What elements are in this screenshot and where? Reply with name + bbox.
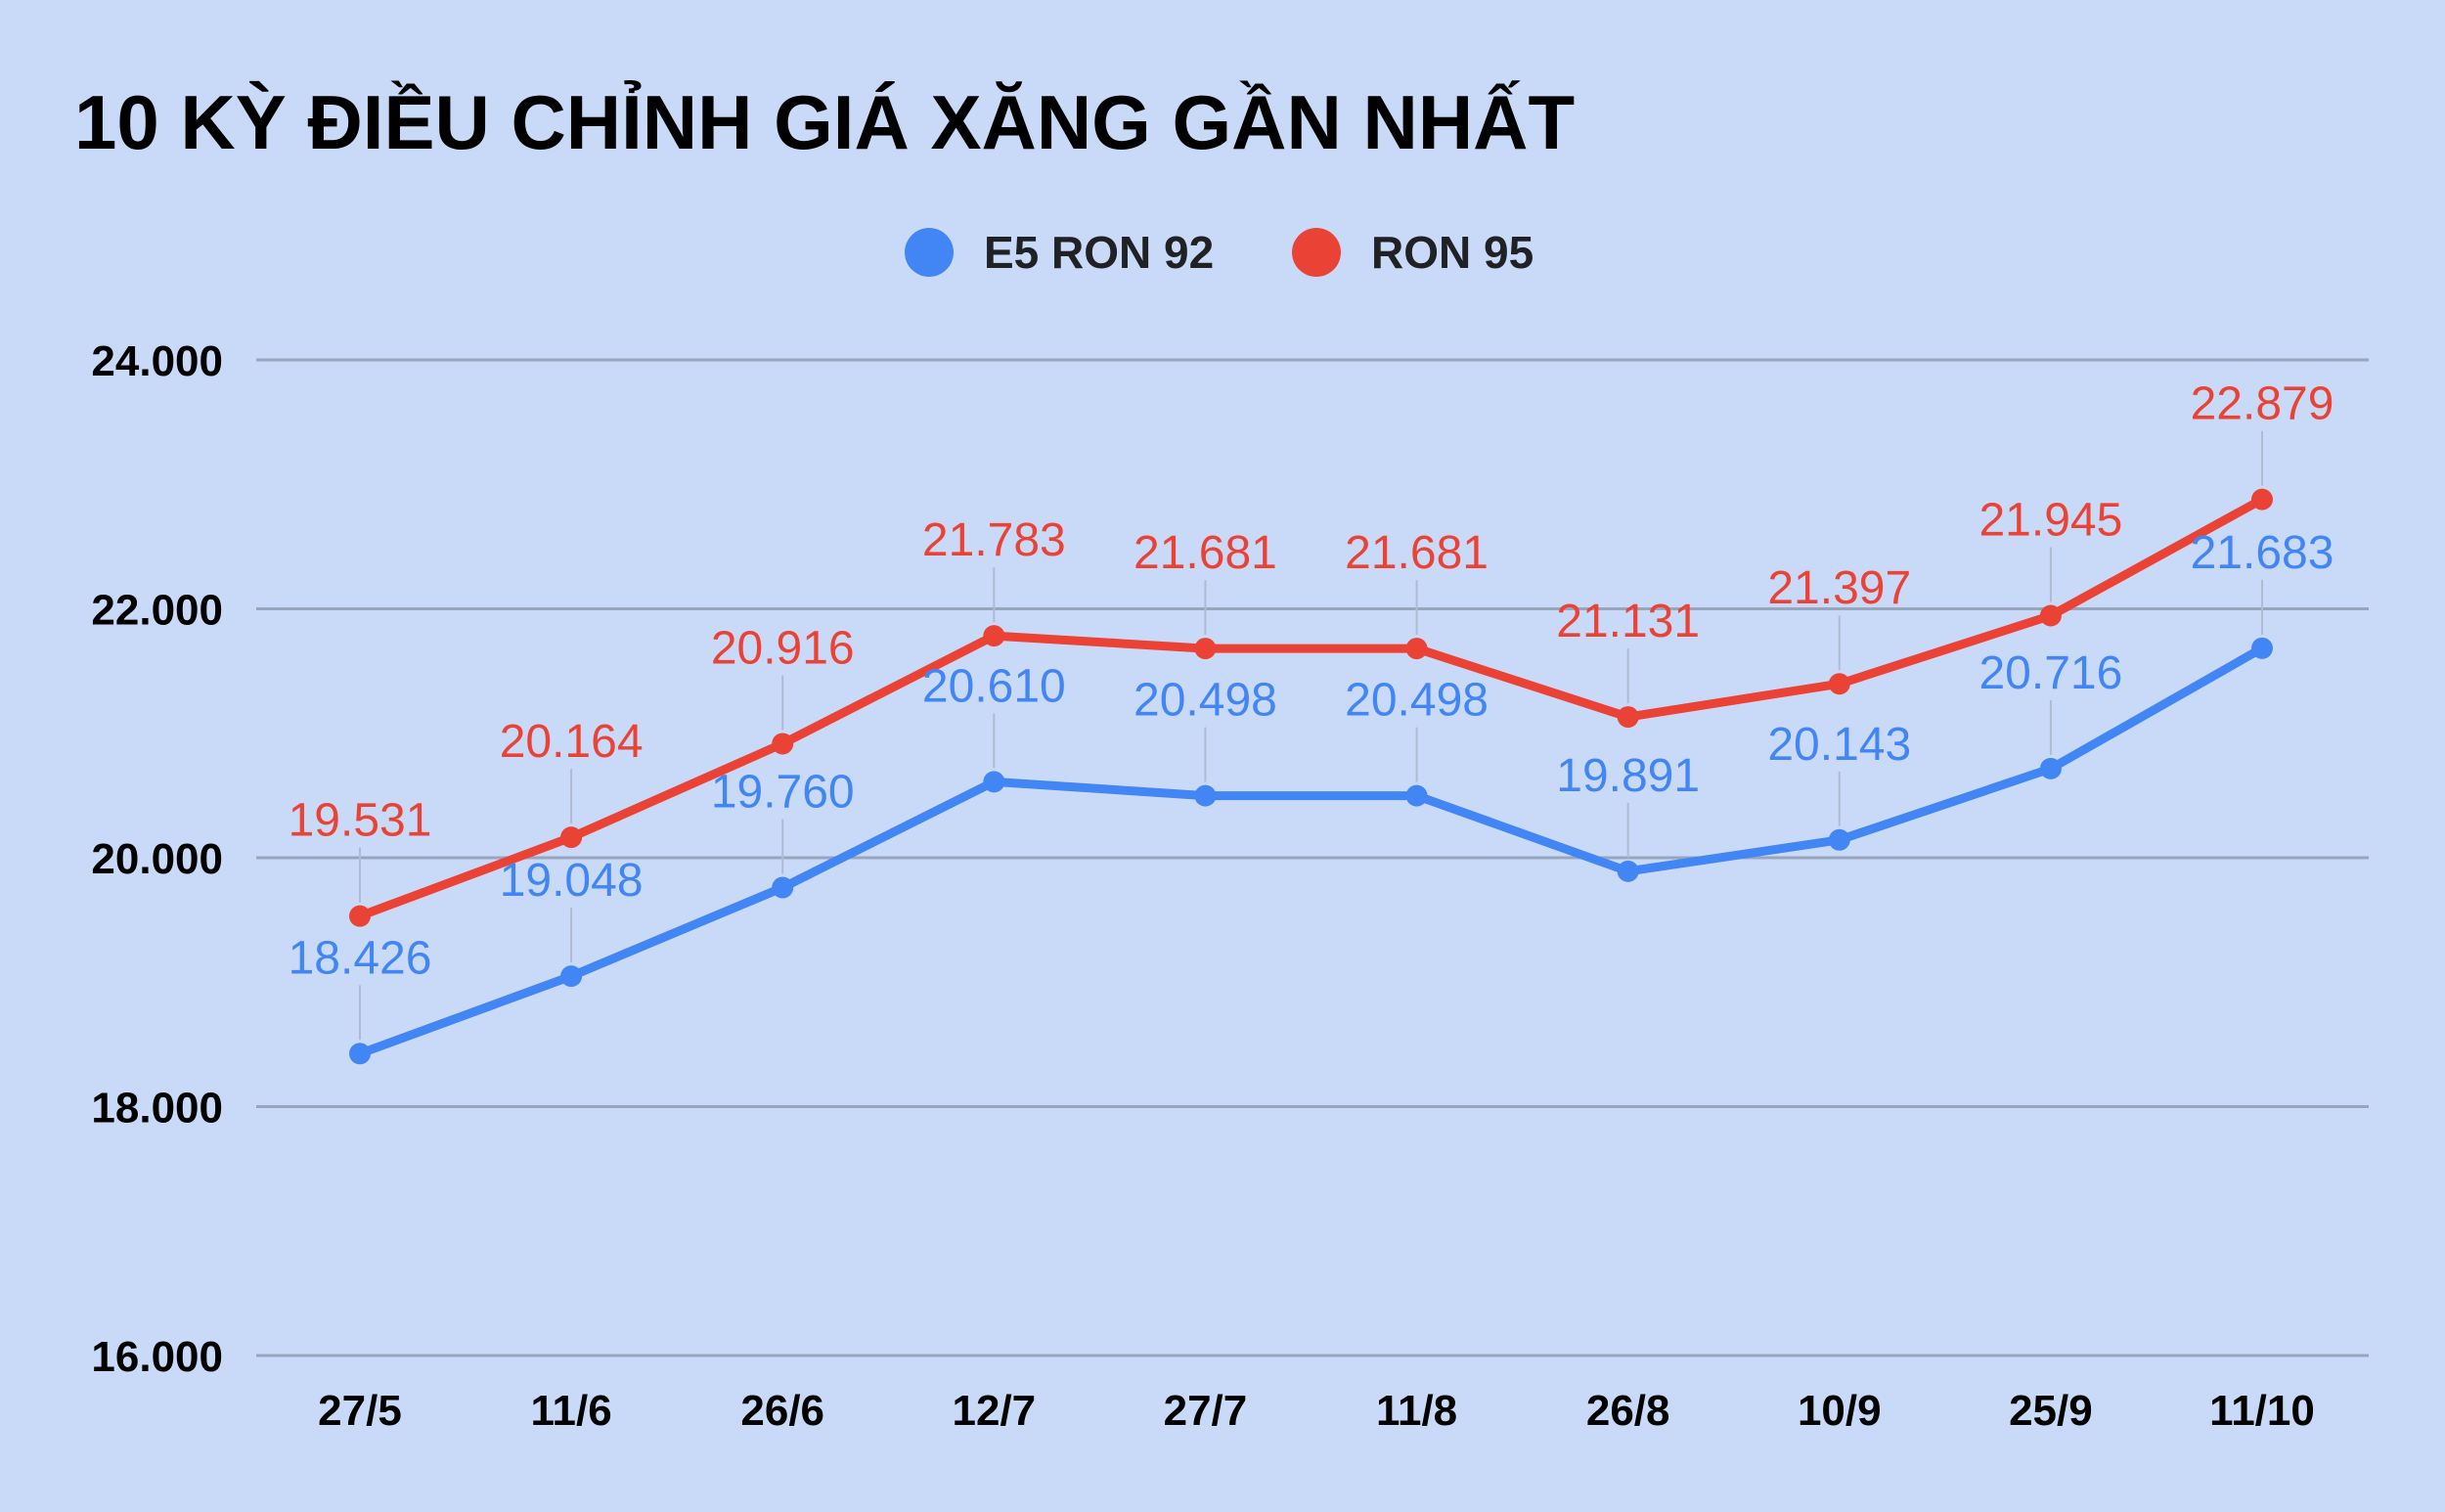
data-label: 20.498 [1345,675,1489,727]
data-point [1194,784,1217,807]
data-point [349,905,371,927]
data-point [1828,828,1850,851]
data-label: 20.916 [711,622,855,674]
y-tick-label: 24.000 [91,337,223,385]
data-label: 21.681 [1345,527,1489,579]
leader-lines [359,430,2263,1041]
legend: E5 RON 92 RON 95 [905,227,1534,278]
y-tick-label: 22.000 [91,587,223,635]
data-label: 22.879 [2191,378,2334,430]
x-tick-label: 10/9 [1798,1387,1882,1435]
data-point [772,876,794,899]
data-label: 21.683 [2191,527,2334,579]
data-labels: 18.426 19.048 19.760 20.610 20.498 20.498 19.8… [289,378,2334,985]
x-tick-label: 27/5 [318,1387,402,1435]
data-point [772,733,794,755]
data-point [1194,638,1217,660]
legend-marker [1292,228,1341,277]
x-tick-label: 11/6 [531,1387,612,1435]
data-point [349,1043,371,1065]
legend-label: E5 RON 92 [984,227,1214,278]
series-line [355,495,2267,921]
x-tick-label: 26/8 [1586,1387,1670,1435]
data-point [560,826,583,849]
data-point [983,625,1005,647]
series-ron-95 [349,488,2273,927]
data-label: 21.945 [1978,494,2122,546]
y-tick-label: 20.000 [91,835,223,883]
legend-item: E5 RON 92 [905,227,1214,278]
y-tick-label: 16.000 [91,1333,223,1381]
x-axis: 27/5 11/6 26/6 12/7 27/7 11/8 26/8 10/9 25/9 11/1… [318,1387,2315,1435]
data-point [1405,784,1428,807]
y-tick-label: 18.000 [91,1085,223,1133]
gridlines [256,358,2369,1357]
data-label: 19.891 [1556,750,1700,802]
data-point [2251,637,2273,659]
data-label: 19.760 [711,767,855,819]
legend-marker [905,228,954,277]
series-e5-ron-92 [349,637,2273,1065]
data-label: 18.426 [289,932,432,984]
data-label: 21.397 [1767,562,1911,614]
data-point [983,771,1005,793]
data-point [2039,604,2062,627]
data-point [1828,673,1850,695]
x-tick-label: 26/6 [740,1387,824,1435]
data-point [1405,638,1428,660]
data-point [1617,860,1639,882]
data-label: 20.143 [1767,719,1911,771]
data-point [2251,488,2273,511]
legend-label: RON 95 [1371,227,1534,278]
data-label: 21.681 [1134,527,1277,579]
data-point [1617,706,1639,729]
data-label: 21.131 [1556,596,1700,647]
data-point [560,965,583,988]
x-tick-label: 12/7 [953,1387,1037,1435]
data-label: 19.048 [500,855,644,907]
x-tick-label: 25/9 [2009,1387,2093,1435]
data-point [2039,757,2062,779]
x-tick-label: 11/8 [1376,1387,1457,1435]
chart-title: 10 KỲ ĐIỀU CHỈNH GIÁ XĂNG GẦN NHẤT [74,79,1576,165]
series-line [355,644,2267,1058]
data-label: 20.716 [1978,647,2122,699]
x-tick-label: 27/7 [1164,1387,1248,1435]
legend-item: RON 95 [1292,227,1534,278]
data-label: 20.164 [500,716,644,768]
data-label: 21.783 [922,514,1066,566]
data-label: 20.498 [1134,675,1277,727]
y-axis: 16.000 18.000 20.000 22.000 24.000 [91,337,223,1381]
x-tick-label: 11/10 [2209,1387,2315,1435]
data-label: 20.610 [922,660,1066,712]
data-label: 19.531 [289,795,432,847]
